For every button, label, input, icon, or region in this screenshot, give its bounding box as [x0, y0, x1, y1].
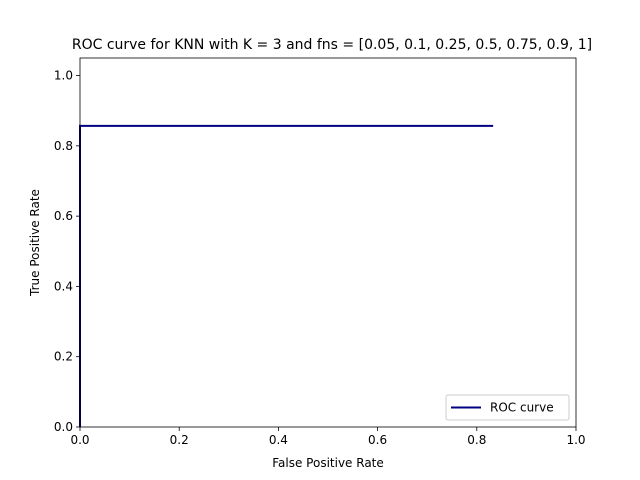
y-tick-label-2: 0.4	[54, 279, 73, 293]
y-tick-label-1: 0.2	[54, 350, 73, 364]
y-tick-label-0: 0.0	[54, 420, 73, 434]
y-tick-label-4: 0.8	[54, 139, 73, 153]
legend-box	[445, 394, 570, 421]
series-line-0	[79, 124, 494, 427]
y-axis-label: True Positive Rate	[28, 189, 42, 297]
y-axis-ticks: 0.0 0.2 0.4 0.6 0.8 1.0	[54, 69, 80, 434]
x-axis-ticks: 0.0 0.2 0.4 0.6 0.8 1.0	[70, 427, 586, 447]
plot-area	[79, 124, 494, 427]
x-tick-label-2: 0.4	[269, 433, 288, 447]
chart-title: ROC curve for KNN with K = 3 and fns = […	[72, 37, 592, 53]
y-tick-label-3: 0.6	[54, 209, 73, 223]
legend: ROC curve	[445, 394, 570, 421]
plot-frame	[79, 57, 577, 428]
x-tick-label-3: 0.6	[368, 433, 387, 447]
x-tick-label-5: 1.0	[566, 433, 585, 447]
x-tick-label-1: 0.2	[170, 433, 189, 447]
legend-label: ROC curve	[490, 401, 554, 415]
x-axis-label: False Positive Rate	[272, 456, 384, 470]
x-tick-label-0: 0.0	[70, 433, 89, 447]
x-tick-label-4: 0.8	[467, 433, 486, 447]
y-tick-label-5: 1.0	[54, 69, 73, 83]
